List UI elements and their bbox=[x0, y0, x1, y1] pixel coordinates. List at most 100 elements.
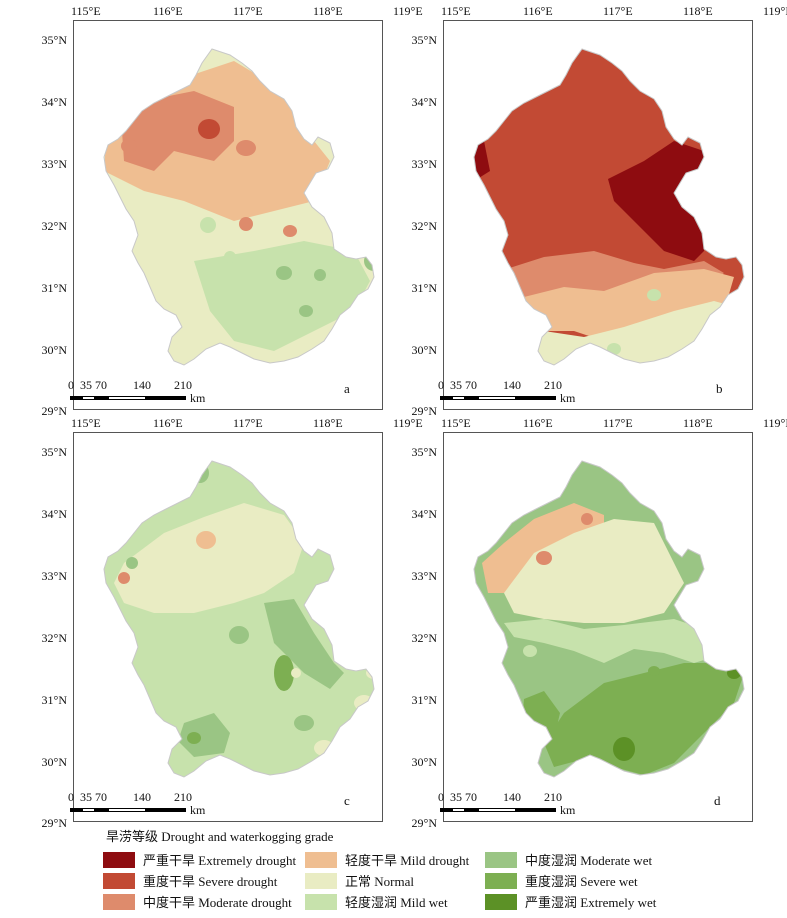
longitude-tick: 119°E bbox=[763, 416, 787, 430]
latitude-tick: 30°N bbox=[411, 755, 437, 769]
scale-bar-segment bbox=[452, 396, 465, 400]
legend-label: 严重干旱 Extremely drought bbox=[143, 853, 297, 868]
map-panel-a: 115°E 116°E 117°E 118°E 119°E 35°N 34°N 33°N 32°… bbox=[42, 5, 423, 417]
grade-zone bbox=[126, 557, 138, 569]
latitude-tick: 29°N bbox=[411, 404, 437, 418]
scale-bar-label: 210 bbox=[174, 378, 192, 392]
latitude-tick: 34°N bbox=[411, 95, 437, 109]
grade-zone bbox=[198, 119, 220, 139]
latitude-tick: 33°N bbox=[411, 569, 437, 583]
grade-zone bbox=[504, 619, 714, 663]
grade-zone bbox=[482, 503, 604, 593]
grade-zone bbox=[474, 219, 479, 239]
map-panel-d: 115°E 116°E 117°E 118°E 119°E 35°N 34°N 33°N 32°… bbox=[412, 417, 787, 829]
panel-label: a bbox=[344, 381, 350, 396]
latitude-tick: 35°N bbox=[411, 33, 437, 47]
legend-swatch bbox=[305, 894, 337, 910]
grade-zone bbox=[283, 225, 297, 237]
latitude-tick: 32°N bbox=[411, 631, 437, 645]
latitude-tick: 33°N bbox=[41, 157, 67, 171]
grade-zone bbox=[224, 251, 236, 263]
longitude-tick: 115°E bbox=[71, 416, 101, 430]
longitude-tick: 117°E bbox=[233, 416, 263, 430]
longitude-tick: 119°E bbox=[393, 416, 423, 430]
grade-zone bbox=[299, 305, 313, 317]
longitude-tick: 116°E bbox=[523, 416, 553, 430]
latitude-tick: 34°N bbox=[41, 507, 67, 521]
grade-zone bbox=[276, 266, 292, 280]
grade-zone bbox=[648, 666, 660, 676]
latitude-tick: 34°N bbox=[411, 507, 437, 521]
scale-bar-label: 70 bbox=[95, 790, 107, 804]
latitude-tick: 33°N bbox=[41, 569, 67, 583]
scale-bar: 0 35 70 140 210 km bbox=[68, 378, 230, 406]
longitude-tick: 118°E bbox=[683, 416, 713, 430]
grade-zone bbox=[236, 140, 256, 156]
legend-swatch bbox=[103, 873, 135, 889]
scale-bar-label: 0 bbox=[68, 378, 74, 392]
scale-bar-segment bbox=[108, 808, 146, 812]
scale-bar-label: 210 bbox=[174, 790, 192, 804]
scale-bar-segment bbox=[82, 808, 95, 812]
map-frame bbox=[73, 20, 383, 410]
latitude-tick: 35°N bbox=[411, 445, 437, 459]
latitude-tick: 31°N bbox=[41, 281, 67, 295]
scale-bar-segment bbox=[478, 396, 516, 400]
latitude-tick: 29°N bbox=[41, 404, 67, 418]
scale-bar-segment bbox=[108, 396, 146, 400]
longitude-tick: 116°E bbox=[153, 4, 183, 18]
scale-bar-label: 70 bbox=[465, 790, 477, 804]
scale-bar-segment bbox=[516, 396, 556, 400]
map-frame bbox=[73, 432, 383, 822]
latitude-tick: 34°N bbox=[41, 95, 67, 109]
grade-zone bbox=[229, 626, 249, 644]
longitude-tick: 116°E bbox=[523, 4, 553, 18]
grade-zone bbox=[613, 737, 635, 761]
grade-zone bbox=[187, 732, 201, 744]
legend-swatch bbox=[103, 852, 135, 868]
longitude-tick: 116°E bbox=[153, 416, 183, 430]
panel-label: b bbox=[716, 381, 723, 396]
grade-zone bbox=[200, 217, 216, 233]
grade-zone bbox=[121, 139, 137, 153]
latitude-tick: 29°N bbox=[41, 816, 67, 830]
latitude-tick: 32°N bbox=[41, 631, 67, 645]
longitude-tick: 115°E bbox=[441, 4, 471, 18]
legend-swatch bbox=[485, 894, 517, 910]
grade-zone bbox=[178, 713, 230, 757]
latitude-tick: 33°N bbox=[411, 157, 437, 171]
scale-bar-unit: km bbox=[190, 391, 206, 405]
grade-zone bbox=[474, 141, 490, 181]
scale-bar-label: 35 bbox=[80, 378, 92, 392]
scale-bar-unit: km bbox=[190, 803, 206, 817]
grade-zone bbox=[647, 289, 661, 301]
scale-bar: 0 35 70 140 210 km bbox=[68, 790, 230, 818]
province-map bbox=[473, 460, 745, 778]
scale-bar-segment bbox=[465, 396, 478, 400]
grade-zone bbox=[502, 287, 514, 299]
grade-zone bbox=[364, 251, 374, 271]
scale-bar-segment bbox=[146, 808, 186, 812]
latitude-tick: 30°N bbox=[41, 343, 67, 357]
legend-swatch bbox=[485, 873, 517, 889]
grade-zone bbox=[314, 269, 326, 281]
scale-bar-label: 140 bbox=[503, 790, 521, 804]
scale-bar-label: 0 bbox=[438, 378, 444, 392]
province-map bbox=[103, 460, 375, 778]
grade-zone bbox=[196, 531, 216, 549]
latitude-tick: 29°N bbox=[411, 816, 437, 830]
longitude-tick: 117°E bbox=[233, 4, 263, 18]
scale-bar-unit: km bbox=[560, 391, 576, 405]
latitude-tick: 31°N bbox=[41, 693, 67, 707]
legend-label: 中度湿润 Moderate wet bbox=[525, 853, 653, 868]
legend-label: 轻度干旱 Mild drought bbox=[345, 853, 470, 868]
grade-zone bbox=[118, 572, 130, 584]
latitude-tick: 31°N bbox=[411, 281, 437, 295]
grade-zone bbox=[504, 519, 684, 623]
longitude-tick: 118°E bbox=[313, 416, 343, 430]
latitude-tick: 35°N bbox=[41, 445, 67, 459]
grade-zone bbox=[294, 715, 314, 731]
map-panel-b: 115°E 116°E 117°E 118°E 119°E 35°N 34°N 33°N 32°… bbox=[412, 5, 787, 417]
longitude-tick: 119°E bbox=[393, 4, 423, 18]
scale-bar-segment bbox=[95, 396, 108, 400]
